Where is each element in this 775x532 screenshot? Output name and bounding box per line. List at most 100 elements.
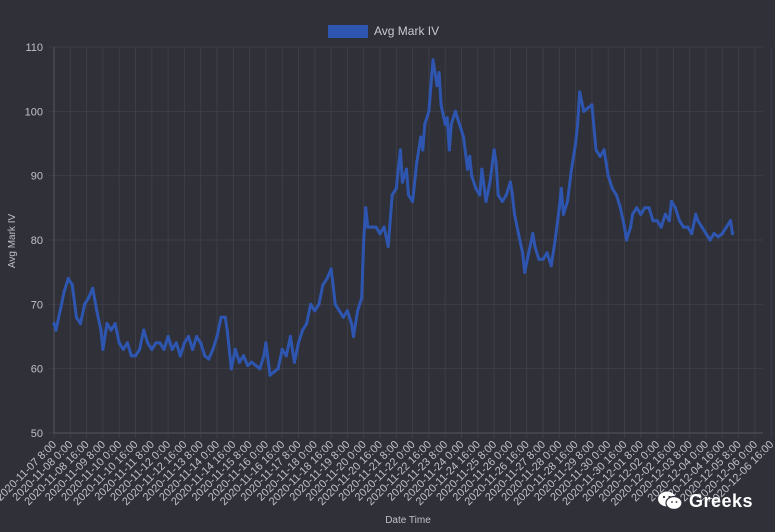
data-point bbox=[225, 328, 229, 332]
legend-label-avg-mark-iv[interactable]: Avg Mark IV bbox=[374, 24, 439, 38]
data-point bbox=[317, 302, 321, 306]
data-point bbox=[186, 334, 191, 339]
data-point bbox=[421, 148, 425, 152]
data-point bbox=[516, 232, 521, 236]
legend-swatch-avg-mark-iv[interactable] bbox=[328, 25, 368, 38]
data-point bbox=[174, 341, 178, 345]
data-point bbox=[396, 167, 400, 171]
data-point bbox=[468, 154, 472, 158]
data-point bbox=[549, 264, 553, 268]
data-point bbox=[301, 328, 305, 332]
data-point bbox=[62, 289, 66, 294]
data-point bbox=[569, 167, 574, 171]
data-point bbox=[614, 193, 619, 197]
y-tick-label: 50 bbox=[31, 428, 43, 440]
data-point bbox=[480, 167, 484, 171]
data-point bbox=[427, 109, 431, 113]
data-point bbox=[504, 193, 508, 197]
data-point bbox=[445, 116, 449, 120]
data-point bbox=[166, 334, 170, 339]
data-point bbox=[280, 347, 284, 351]
data-point bbox=[276, 367, 280, 371]
data-point bbox=[400, 180, 404, 184]
y-axis-title: Avg Mark IV bbox=[7, 214, 18, 269]
data-point bbox=[329, 267, 333, 271]
data-point bbox=[331, 283, 335, 287]
data-point bbox=[99, 328, 103, 332]
data-point bbox=[533, 244, 537, 248]
data-point bbox=[470, 174, 474, 178]
data-point bbox=[449, 122, 453, 126]
data-point bbox=[531, 232, 535, 236]
data-point bbox=[639, 212, 643, 216]
data-point bbox=[162, 347, 166, 351]
data-point bbox=[199, 341, 203, 345]
data-point bbox=[170, 347, 174, 351]
data-point bbox=[129, 354, 133, 358]
data-point bbox=[708, 238, 712, 242]
data-point bbox=[659, 225, 663, 229]
data-point bbox=[284, 354, 288, 358]
data-point bbox=[133, 354, 138, 358]
data-point bbox=[272, 370, 276, 374]
data-point bbox=[366, 225, 370, 229]
data-point bbox=[411, 199, 415, 203]
data-point bbox=[158, 341, 162, 345]
data-point bbox=[700, 225, 704, 229]
data-point bbox=[268, 373, 272, 377]
data-point bbox=[237, 360, 241, 364]
data-point bbox=[484, 199, 488, 203]
data-point bbox=[182, 341, 186, 345]
data-point bbox=[443, 122, 447, 126]
data-point bbox=[223, 315, 227, 319]
data-point bbox=[142, 328, 146, 332]
data-point bbox=[356, 309, 360, 313]
data-point bbox=[694, 212, 698, 216]
data-point bbox=[598, 154, 602, 158]
data-point bbox=[537, 257, 541, 261]
data-point bbox=[351, 334, 356, 339]
series-layer bbox=[52, 58, 735, 377]
data-point bbox=[121, 347, 125, 351]
y-tick-label: 100 bbox=[25, 106, 43, 118]
data-point bbox=[494, 161, 498, 165]
data-point bbox=[716, 235, 720, 239]
data-point bbox=[325, 277, 329, 281]
data-point bbox=[429, 84, 433, 88]
data-point bbox=[87, 296, 91, 300]
y-tick-label: 70 bbox=[31, 299, 43, 311]
legend[interactable]: Avg Mark IV bbox=[328, 24, 439, 38]
data-point bbox=[461, 135, 466, 139]
data-point bbox=[586, 106, 590, 110]
data-point bbox=[374, 225, 378, 229]
data-point bbox=[95, 309, 99, 313]
data-point bbox=[321, 283, 325, 287]
data-point bbox=[677, 219, 682, 223]
data-point bbox=[390, 193, 394, 197]
data-point bbox=[378, 232, 382, 236]
data-point bbox=[690, 232, 694, 236]
data-point bbox=[138, 347, 142, 351]
data-point bbox=[565, 199, 570, 203]
data-point bbox=[578, 90, 582, 94]
data-point bbox=[624, 238, 629, 242]
data-point bbox=[667, 219, 671, 223]
data-point bbox=[622, 225, 627, 229]
data-point bbox=[78, 322, 83, 326]
data-point bbox=[362, 238, 366, 242]
data-point bbox=[406, 193, 411, 197]
data-point bbox=[91, 286, 95, 290]
data-point bbox=[606, 174, 610, 178]
data-point bbox=[447, 148, 451, 152]
data-point bbox=[349, 322, 354, 326]
data-point bbox=[258, 367, 262, 371]
data-point bbox=[233, 347, 237, 351]
data-point bbox=[582, 109, 586, 113]
data-point bbox=[178, 354, 182, 358]
data-point bbox=[398, 148, 402, 152]
data-point bbox=[527, 251, 531, 255]
data-point bbox=[488, 180, 492, 184]
data-point bbox=[682, 225, 686, 229]
